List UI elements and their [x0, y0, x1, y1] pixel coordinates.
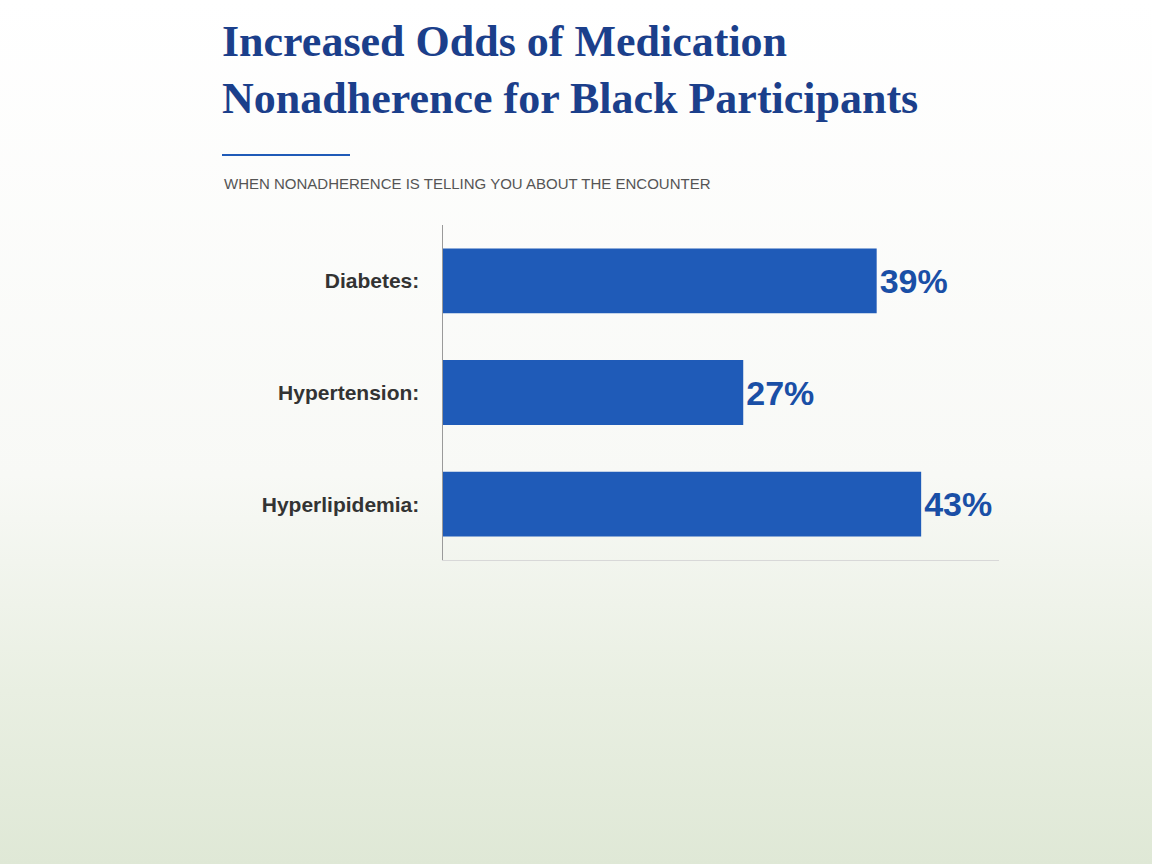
svg-text:WHEN NONADHERENCE IS TELLING Y: WHEN NONADHERENCE IS TELLING YOU ABOUT T… [224, 175, 711, 192]
svg-text:Hyperlipidemia:: Hyperlipidemia: [262, 493, 420, 516]
svg-text:27%: 27% [746, 374, 814, 412]
svg-text:Hypertension:: Hypertension: [278, 381, 419, 404]
svg-text:43%: 43% [924, 485, 992, 523]
svg-text:39%: 39% [880, 262, 948, 300]
svg-text:Increased Odds of MedicationNo: Increased Odds of MedicationNonadherence… [222, 17, 918, 123]
svg-text:Diabetes:: Diabetes: [325, 269, 420, 292]
